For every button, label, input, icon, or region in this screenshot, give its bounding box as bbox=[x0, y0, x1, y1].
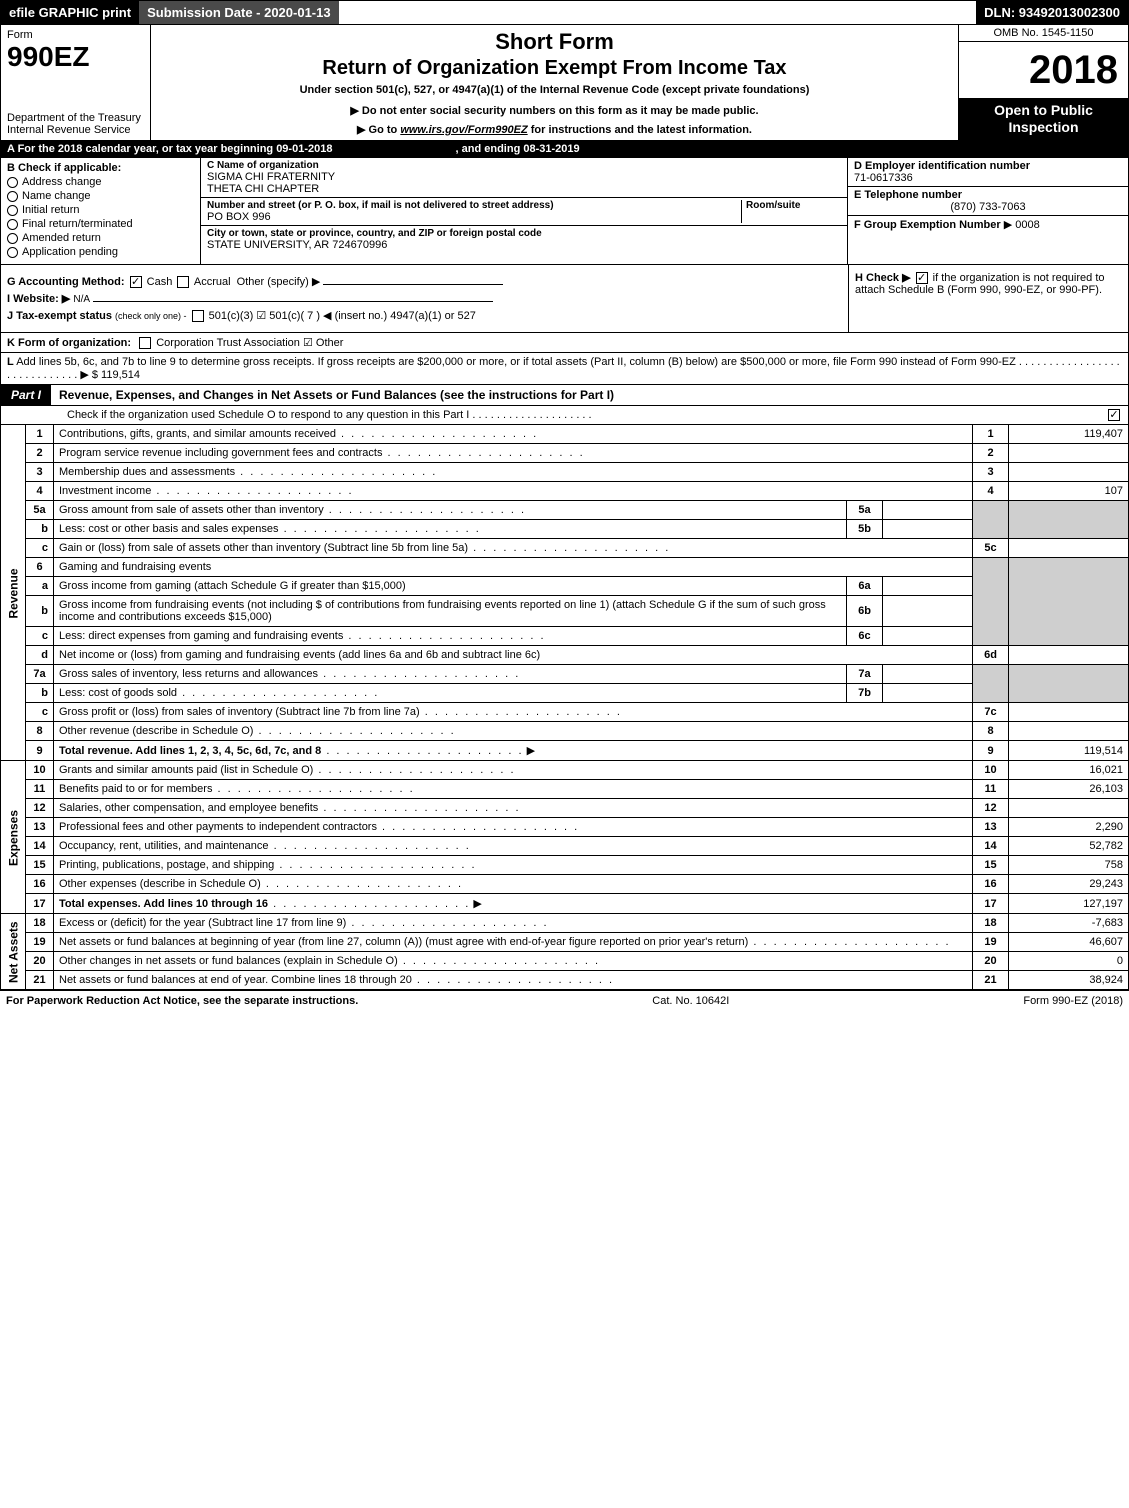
cb-cash[interactable] bbox=[130, 276, 142, 288]
cb-initial-return[interactable]: Initial return bbox=[7, 204, 194, 216]
group-exempt-value: ▶ 0008 bbox=[1004, 219, 1040, 231]
irs-label: Internal Revenue Service bbox=[7, 124, 144, 136]
cb-schedule-o[interactable] bbox=[1108, 409, 1120, 421]
goto-link[interactable]: www.irs.gov/Form990EZ bbox=[400, 124, 527, 136]
k-options: Corporation Trust Association ☑ Other bbox=[156, 337, 343, 349]
header-right: OMB No. 1545-1150 2018 Open to Public In… bbox=[958, 25, 1128, 140]
j-label: J Tax-exempt status bbox=[7, 310, 112, 322]
j-note: (check only one) - bbox=[115, 311, 187, 321]
cb-amended-return[interactable]: Amended return bbox=[7, 232, 194, 244]
lines-table: Revenue 1 Contributions, gifts, grants, … bbox=[0, 425, 1129, 990]
line-1-ref: 1 bbox=[973, 425, 1009, 444]
city-value: STATE UNIVERSITY, AR 724670996 bbox=[207, 239, 841, 251]
sidecat-revenue: Revenue bbox=[1, 425, 26, 761]
k-label: K Form of organization: bbox=[7, 337, 131, 349]
section-b: B Check if applicable: Address change Na… bbox=[1, 158, 201, 264]
row-k: K Form of organization: Corporation Trus… bbox=[0, 333, 1129, 353]
part-1-header: Part I Revenue, Expenses, and Changes in… bbox=[0, 385, 1129, 406]
sidecat-expenses: Expenses bbox=[1, 761, 26, 914]
goto-instructions: ▶ Go to www.irs.gov/Form990EZ for instru… bbox=[157, 123, 952, 136]
do-not-enter: ▶ Do not enter social security numbers o… bbox=[157, 104, 952, 117]
section-b-header: B Check if applicable: bbox=[7, 162, 194, 174]
sidecat-netassets: Net Assets bbox=[1, 914, 26, 990]
row-a-ending: , and ending 08-31-2019 bbox=[456, 143, 580, 155]
org-name-label: C Name of organization bbox=[207, 160, 841, 171]
section-c: C Name of organization SIGMA CHI FRATERN… bbox=[201, 158, 848, 264]
open-public: Open to Public Inspection bbox=[959, 98, 1128, 140]
group-exempt-label: F Group Exemption Number bbox=[854, 219, 1001, 231]
row-a-tax-year: A For the 2018 calendar year, or tax yea… bbox=[0, 141, 1129, 158]
l-label: L bbox=[7, 356, 14, 368]
form-label: Form bbox=[7, 29, 144, 41]
l-text: Add lines 5b, 6c, and 7b to line 9 to de… bbox=[7, 356, 1120, 381]
cb-application-pending[interactable]: Application pending bbox=[7, 246, 194, 258]
form-number: 990EZ bbox=[7, 41, 144, 73]
header-left: Form 990EZ Department of the Treasury In… bbox=[1, 25, 151, 140]
cb-address-change[interactable]: Address change bbox=[7, 176, 194, 188]
section-de: D Employer identification number 71-0617… bbox=[848, 158, 1128, 264]
website-value: N/A bbox=[73, 294, 90, 305]
h-label: H Check ▶ bbox=[855, 272, 911, 284]
part-1-check-text: Check if the organization used Schedule … bbox=[7, 409, 1106, 421]
form-header: Form 990EZ Department of the Treasury In… bbox=[0, 25, 1129, 141]
cb-final-return[interactable]: Final return/terminated bbox=[7, 218, 194, 230]
org-name-1: SIGMA CHI FRATERNITY bbox=[207, 171, 841, 183]
footer: For Paperwork Reduction Act Notice, see … bbox=[0, 990, 1129, 1011]
i-label: I Website: ▶ bbox=[7, 293, 70, 305]
phone-label: E Telephone number bbox=[854, 189, 1122, 201]
efile-label: efile GRAPHIC print bbox=[1, 1, 139, 24]
cb-schedule-b[interactable] bbox=[916, 272, 928, 284]
cb-corporation[interactable] bbox=[139, 337, 151, 349]
row-g: G Accounting Method: Cash Accrual Other … bbox=[1, 265, 848, 332]
ein-value: 71-0617336 bbox=[854, 172, 1122, 184]
j-options: 501(c)(3) ☑ 501(c)( 7 ) ◀ (insert no.) 4… bbox=[209, 310, 476, 322]
cb-501c3[interactable] bbox=[192, 310, 204, 322]
main-info: B Check if applicable: Address change Na… bbox=[0, 158, 1129, 265]
row-l: L Add lines 5b, 6c, and 7b to line 9 to … bbox=[0, 353, 1129, 385]
omb-number: OMB No. 1545-1150 bbox=[959, 25, 1128, 42]
topbar: efile GRAPHIC print Submission Date - 20… bbox=[0, 0, 1129, 25]
return-title: Return of Organization Exempt From Incom… bbox=[157, 57, 952, 80]
footer-right: Form 990-EZ (2018) bbox=[1023, 995, 1123, 1007]
room-label: Room/suite bbox=[746, 200, 841, 211]
row-h: H Check ▶ if the organization is not req… bbox=[848, 265, 1128, 332]
part-1-title: Revenue, Expenses, and Changes in Net As… bbox=[51, 385, 1128, 405]
header-center: Short Form Return of Organization Exempt… bbox=[151, 25, 958, 140]
g-label: G Accounting Method: bbox=[7, 276, 125, 288]
phone-value: (870) 733-7063 bbox=[854, 201, 1122, 213]
website-line bbox=[93, 301, 493, 302]
under-section: Under section 501(c), 527, or 4947(a)(1)… bbox=[157, 84, 952, 96]
submission-date: Submission Date - 2020-01-13 bbox=[139, 1, 339, 24]
addr-label: Number and street (or P. O. box, if mail… bbox=[207, 200, 741, 211]
footer-left: For Paperwork Reduction Act Notice, see … bbox=[6, 995, 358, 1007]
other-specify-input[interactable] bbox=[323, 284, 503, 285]
line-1-val: 119,407 bbox=[1009, 425, 1129, 444]
city-label: City or town, state or province, country… bbox=[207, 228, 841, 239]
part-1-check-row: Check if the organization used Schedule … bbox=[0, 406, 1129, 425]
org-name-2: THETA CHI CHAPTER bbox=[207, 183, 841, 195]
row-gh: G Accounting Method: Cash Accrual Other … bbox=[0, 265, 1129, 333]
addr-value: PO BOX 996 bbox=[207, 211, 741, 223]
row-a-label: A For the 2018 calendar year, or tax yea… bbox=[7, 143, 332, 155]
cb-name-change[interactable]: Name change bbox=[7, 190, 194, 202]
line-1-desc: Contributions, gifts, grants, and simila… bbox=[59, 428, 538, 440]
dept-label: Department of the Treasury bbox=[7, 112, 144, 124]
ein-label: D Employer identification number bbox=[854, 160, 1122, 172]
footer-mid: Cat. No. 10642I bbox=[358, 995, 1023, 1007]
part-1-badge: Part I bbox=[1, 385, 51, 405]
short-form-title: Short Form bbox=[157, 29, 952, 55]
line-1-num: 1 bbox=[26, 425, 54, 444]
tax-year: 2018 bbox=[959, 42, 1128, 98]
goto-pre: ▶ Go to bbox=[357, 124, 400, 136]
goto-post: for instructions and the latest informat… bbox=[528, 124, 752, 136]
cb-accrual[interactable] bbox=[177, 276, 189, 288]
dln: DLN: 93492013002300 bbox=[976, 1, 1128, 24]
